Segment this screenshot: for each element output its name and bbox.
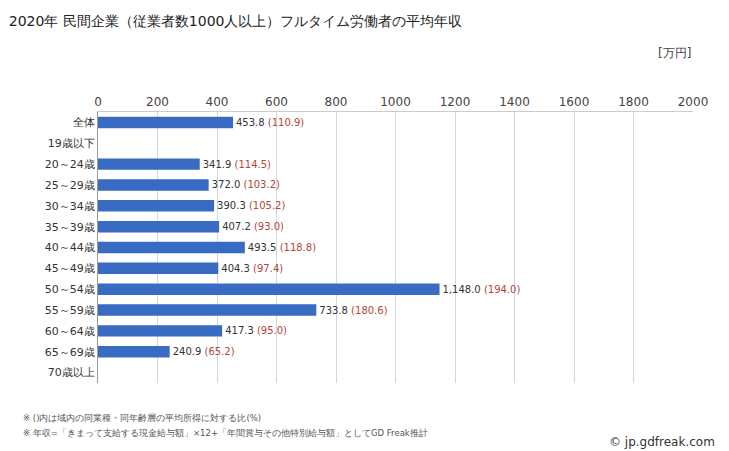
svg-text:1,148.0 (194.0): 1,148.0 (194.0) xyxy=(443,284,521,295)
svg-text:※ ()内は域内の同業種・同年齢層の平均所得に対する比(%): ※ ()内は域内の同業種・同年齢層の平均所得に対する比(%) xyxy=(23,413,261,423)
svg-text:1600: 1600 xyxy=(559,95,590,109)
svg-text:25～29歳: 25～29歳 xyxy=(45,179,95,192)
svg-text:30～34歳: 30～34歳 xyxy=(45,200,95,213)
svg-text:60～64歳: 60～64歳 xyxy=(45,325,95,338)
svg-text:40～44歳: 40～44歳 xyxy=(45,241,95,254)
svg-text:493.5 (118.8): 493.5 (118.8) xyxy=(248,242,316,253)
svg-text:19歳以下: 19歳以下 xyxy=(48,137,95,150)
svg-text:417.3 (95.0): 417.3 (95.0) xyxy=(225,325,287,336)
svg-text:1000: 1000 xyxy=(380,95,411,109)
svg-text:341.9 (114.5): 341.9 (114.5) xyxy=(203,159,271,170)
svg-text:※ 年収=「きまって支給する現金給与額」×12+「年間賞与そ: ※ 年収=「きまって支給する現金給与額」×12+「年間賞与その他特別給与額」とし… xyxy=(23,428,428,438)
svg-text:50～54歳: 50～54歳 xyxy=(45,283,95,296)
svg-text:70歳以上: 70歳以上 xyxy=(48,366,95,379)
svg-text:1400: 1400 xyxy=(499,95,530,109)
svg-text:800: 800 xyxy=(325,95,348,109)
svg-text:55～59歳: 55～59歳 xyxy=(45,304,95,317)
svg-text:1800: 1800 xyxy=(618,95,649,109)
svg-text:全体: 全体 xyxy=(73,116,95,129)
svg-text:0: 0 xyxy=(94,95,102,109)
svg-text:200: 200 xyxy=(146,95,169,109)
svg-text:372.0 (103.2): 372.0 (103.2) xyxy=(212,179,280,190)
svg-text:400: 400 xyxy=(206,95,229,109)
svg-text:45～49歳: 45～49歳 xyxy=(45,262,95,275)
svg-text:35～39歳: 35～39歳 xyxy=(45,221,95,234)
svg-text:© jp.gdfreak.com: © jp.gdfreak.com xyxy=(609,435,715,449)
svg-text:404.3 (97.4): 404.3 (97.4) xyxy=(221,263,283,274)
svg-text:407.2 (93.0): 407.2 (93.0) xyxy=(222,221,284,232)
svg-text:453.8 (110.9): 453.8 (110.9) xyxy=(236,117,304,128)
svg-text:[万円]: [万円] xyxy=(658,46,691,60)
svg-text:733.8 (180.6): 733.8 (180.6) xyxy=(319,305,387,316)
svg-text:65～69歳: 65～69歳 xyxy=(45,346,95,359)
svg-text:2000: 2000 xyxy=(678,95,709,109)
svg-text:240.9 (65.2): 240.9 (65.2) xyxy=(173,346,235,357)
svg-text:2020年 民間企業（従業者数1000人以上）フルタイム労働: 2020年 民間企業（従業者数1000人以上）フルタイム労働者の平均年収 xyxy=(9,13,463,29)
svg-text:390.3 (105.2): 390.3 (105.2) xyxy=(217,200,285,211)
svg-text:1200: 1200 xyxy=(440,95,471,109)
svg-text:20～24歳: 20～24歳 xyxy=(45,158,95,171)
svg-text:600: 600 xyxy=(265,95,288,109)
